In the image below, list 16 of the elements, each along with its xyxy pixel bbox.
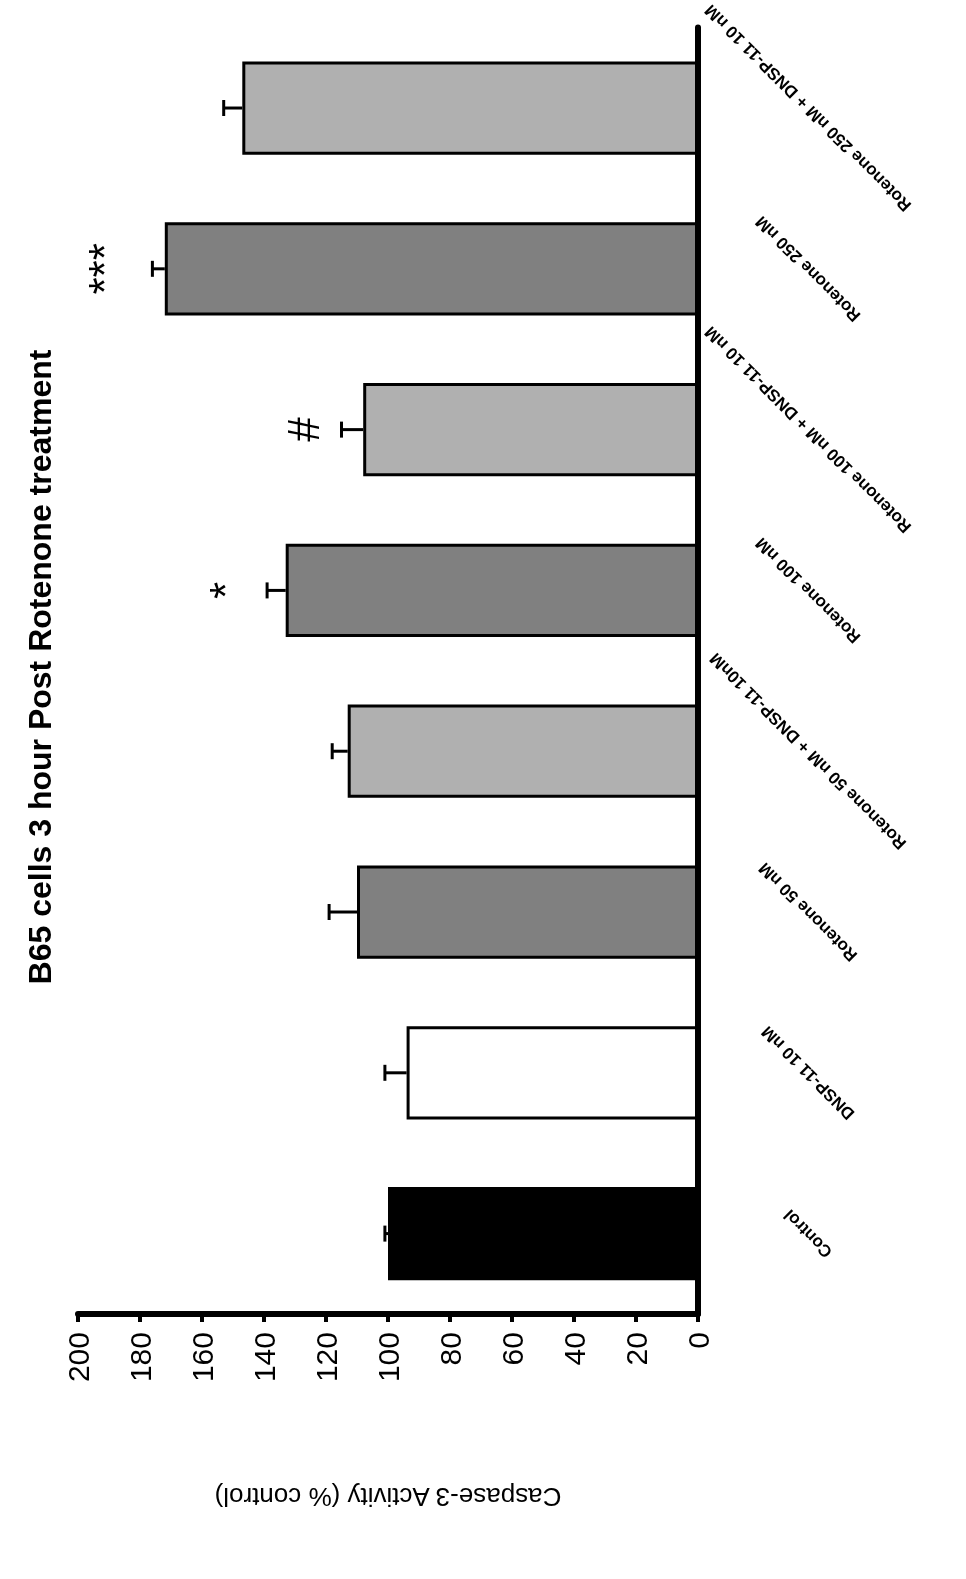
x-tick-label: 140 xyxy=(247,1332,281,1383)
x-tick-label: 80 xyxy=(433,1332,467,1366)
x-tick-label: 180 xyxy=(123,1332,157,1383)
x-tick-label: 60 xyxy=(495,1332,529,1366)
x-tick-label: 120 xyxy=(309,1332,343,1383)
annotation: * xyxy=(201,581,251,599)
annotation: # xyxy=(278,416,328,442)
x-tick-label: 160 xyxy=(185,1332,219,1383)
x-tick-label: 200 xyxy=(61,1332,95,1383)
x-tick-label: 40 xyxy=(557,1332,591,1366)
x-tick-label: 100 xyxy=(371,1332,405,1383)
text: B65 cells 3 hour Post Rotenone treatment xyxy=(22,349,58,985)
x-axis-title: Caspase-3 Activity (% control) xyxy=(214,1482,562,1512)
x-tick-label: 20 xyxy=(619,1332,653,1366)
annotation: *** xyxy=(80,243,130,295)
x-tick-label: 0 xyxy=(681,1332,715,1349)
